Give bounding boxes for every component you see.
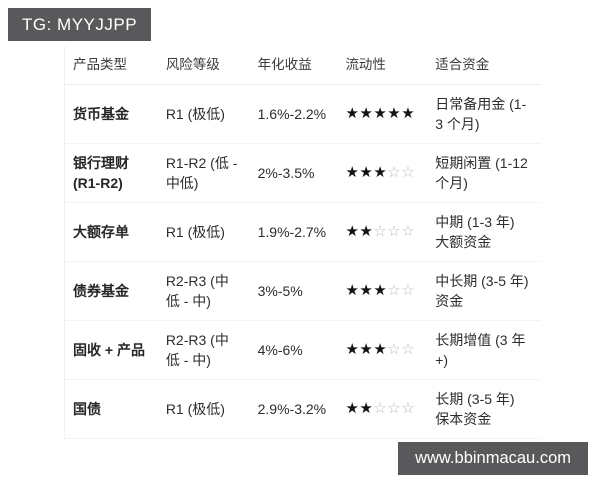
- cell-yield: 2.9%-3.2%: [257, 400, 327, 417]
- cell-yield: 2%-3.5%: [257, 164, 315, 181]
- cell-yield: 3%-5%: [257, 282, 303, 299]
- cell-liquidity-stars: ★★★★★: [337, 97, 427, 131]
- cell-liquidity-stars: ★★★☆☆: [337, 333, 427, 367]
- product-comparison-table: 产品类型 风险等级 年化收益 流动性 适合资金 货币基金 R1 (极低) 1.6…: [64, 46, 541, 439]
- star-empty-icons: ☆☆: [387, 341, 416, 359]
- star-empty-icons: ☆☆: [387, 164, 416, 182]
- column-header-liquidity: 流动性: [345, 57, 386, 73]
- cell-liquidity-stars: ★★★☆☆: [337, 156, 427, 190]
- star-filled-icons: ★★★: [345, 341, 388, 359]
- star-filled-icons: ★★★: [345, 282, 388, 300]
- table-row: 货币基金 R1 (极低) 1.6%-2.2% ★★★★★ 日常备用金 (1-3 …: [65, 85, 541, 144]
- star-empty-icons: ☆☆☆: [373, 223, 416, 241]
- table-row: 银行理财 (R1-R2) R1-R2 (低 - 中低) 2%-3.5% ★★★☆…: [65, 144, 541, 203]
- star-filled-icons: ★★★★★: [345, 105, 416, 123]
- telegram-watermark-text: TG: MYYJJPP: [22, 14, 138, 34]
- column-header-product: 产品类型: [73, 57, 127, 73]
- cell-yield: 1.9%-2.7%: [257, 223, 327, 240]
- cell-product: 货币基金: [73, 105, 129, 122]
- website-watermark-badge: www.bbinmacau.com: [398, 442, 588, 475]
- cell-funds: 日常备用金 (1-3 个月): [435, 95, 527, 132]
- table-row: 国债 R1 (极低) 2.9%-3.2% ★★☆☆☆ 长期 (3-5 年) 保本…: [65, 380, 541, 439]
- cell-funds: 长期增值 (3 年 +): [435, 331, 526, 368]
- website-watermark-text: www.bbinmacau.com: [415, 449, 571, 467]
- column-header-yield: 年化收益: [257, 57, 312, 73]
- cell-liquidity-stars: ★★☆☆☆: [337, 215, 427, 249]
- cell-risk: R1 (极低): [165, 223, 225, 240]
- cell-risk: R1-R2 (低 - 中低): [165, 154, 238, 191]
- star-empty-icons: ☆☆: [387, 282, 416, 300]
- cell-yield: 4%-6%: [257, 341, 303, 358]
- cell-product: 国债: [73, 400, 101, 417]
- column-header-funds: 适合资金: [435, 57, 490, 73]
- column-header-risk: 风险等级: [165, 57, 220, 73]
- table-row: 固收 + 产品 R2-R3 (中低 - 中) 4%-6% ★★★☆☆ 长期增值 …: [65, 321, 541, 380]
- cell-yield: 1.6%-2.2%: [257, 105, 327, 122]
- cell-funds: 长期 (3-5 年) 保本资金: [435, 390, 515, 427]
- star-filled-icons: ★★★: [345, 164, 388, 182]
- cell-funds: 中期 (1-3 年) 大额资金: [435, 213, 515, 250]
- table-row: 大额存单 R1 (极低) 1.9%-2.7% ★★☆☆☆ 中期 (1-3 年) …: [65, 203, 541, 262]
- star-filled-icons: ★★: [345, 223, 374, 241]
- cell-funds: 中长期 (3-5 年) 资金: [435, 272, 529, 309]
- table-row: 债券基金 R2-R3 (中低 - 中) 3%-5% ★★★☆☆ 中长期 (3-5…: [65, 262, 541, 321]
- telegram-watermark-badge: TG: MYYJJPP: [8, 8, 152, 41]
- cell-liquidity-stars: ★★★☆☆: [337, 274, 427, 308]
- cell-funds: 短期闲置 (1-12 个月): [435, 154, 528, 191]
- table-header-row: 产品类型 风险等级 年化收益 流动性 适合资金: [65, 46, 541, 85]
- cell-liquidity-stars: ★★☆☆☆: [337, 392, 427, 426]
- star-filled-icons: ★★: [345, 400, 374, 418]
- cell-risk: R1 (极低): [165, 105, 225, 122]
- cell-product: 大额存单: [73, 223, 129, 240]
- star-empty-icons: ☆☆☆: [373, 400, 416, 418]
- cell-product: 银行理财 (R1-R2): [73, 154, 129, 191]
- cell-risk: R2-R3 (中低 - 中): [165, 272, 229, 309]
- cell-risk: R1 (极低): [165, 400, 225, 417]
- cell-product: 固收 + 产品: [73, 341, 145, 358]
- cell-risk: R2-R3 (中低 - 中): [165, 331, 229, 368]
- cell-product: 债券基金: [73, 282, 129, 299]
